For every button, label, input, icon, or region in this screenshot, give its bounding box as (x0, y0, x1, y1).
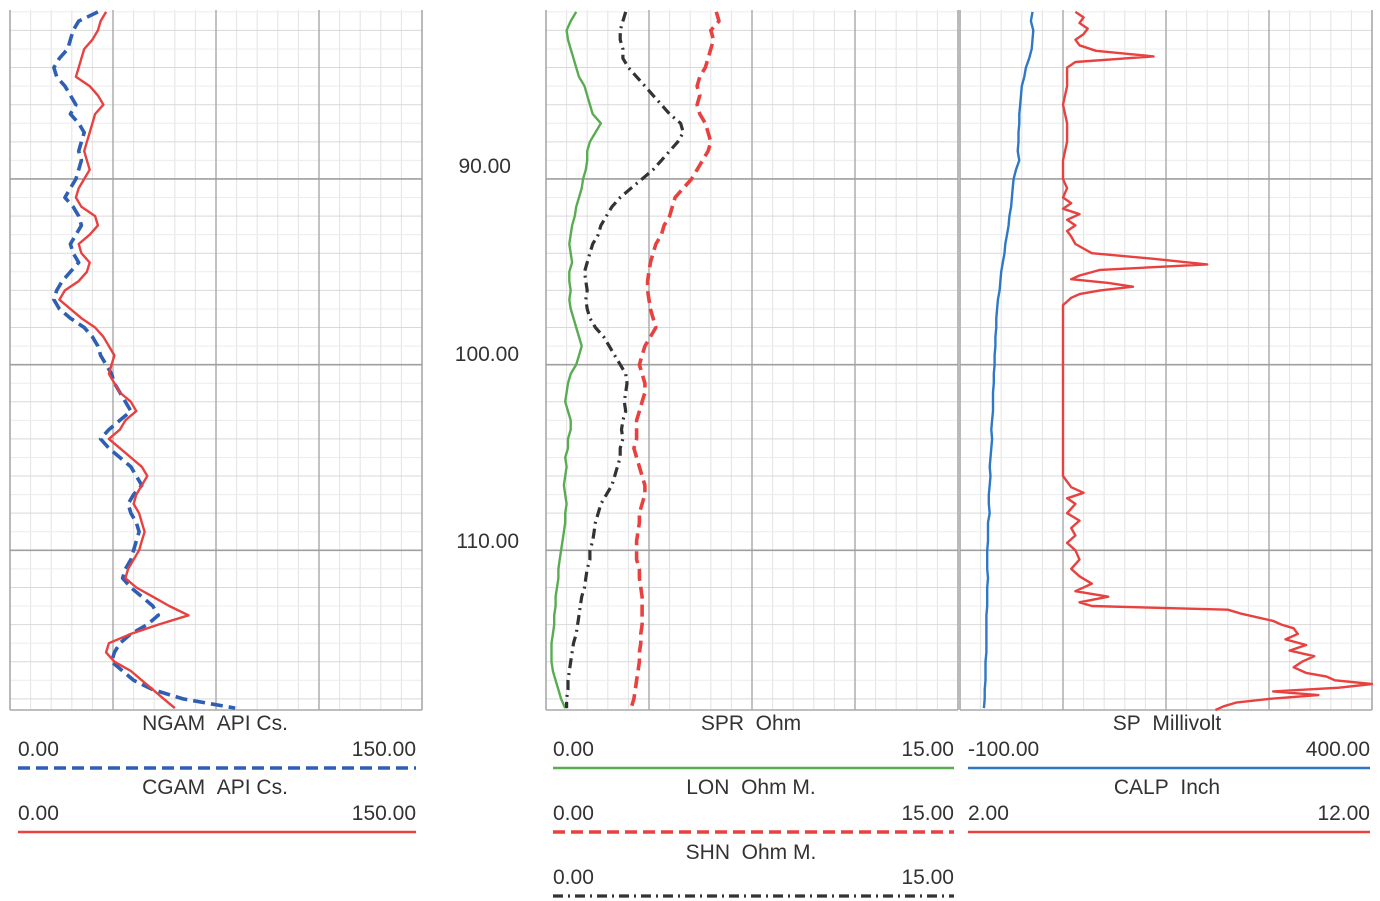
calp-name: CALP (1113, 776, 1169, 799)
spr-max: 15.00 (901, 738, 954, 761)
sp-max: 400.00 (1305, 738, 1370, 761)
calp-min: 2.00 (968, 802, 1009, 825)
depth-label-110: 110.00 (456, 530, 519, 553)
spr-unit: Ohm (755, 712, 802, 735)
depth-label-90: 90.00 (458, 155, 511, 178)
lon-max: 15.00 (901, 802, 954, 825)
spr-min: 0.00 (553, 738, 594, 761)
lon-unit: Ohm M. (741, 776, 816, 799)
cgam-curve (58, 11, 190, 710)
cgam-min: 0.00 (18, 802, 59, 825)
calp-curve (1061, 10, 1374, 712)
sp-name: SP (1112, 712, 1141, 735)
ngam-max: 150.00 (351, 738, 416, 761)
lon-name: LON (686, 776, 730, 799)
sp-curve (982, 11, 1035, 709)
shn-curve-header: SHN Ohm M. (546, 841, 956, 865)
lon-min: 0.00 (553, 802, 594, 825)
shn-unit: Ohm M. (741, 841, 817, 864)
lon-curve (629, 11, 721, 709)
ngam-curve-header: NGAM API Cs. (10, 712, 420, 736)
sp-curve-header: SP Millivolt (962, 712, 1372, 736)
spr-curve (550, 11, 603, 709)
calp-max: 12.00 (1317, 802, 1370, 825)
log-curves (52, 10, 1374, 712)
ngam-curve (52, 10, 236, 710)
depth-label-100: 100.00 (454, 343, 519, 366)
ngam-name: NGAM (142, 712, 206, 735)
track-grids (9, 10, 1373, 711)
legend-lines (18, 766, 1370, 898)
cgam-unit: API Cs. (216, 776, 288, 799)
calp-unit: Inch (1180, 776, 1221, 799)
cgam-max: 150.00 (351, 802, 416, 825)
cgam-curve-header: CGAM API Cs. (10, 776, 420, 800)
calp-curve-header: CALP Inch (962, 776, 1372, 800)
ngam-unit: API Cs. (216, 712, 288, 735)
shn-name: SHN (685, 841, 730, 864)
shn-curve (564, 11, 685, 709)
shn-max: 15.00 (901, 866, 954, 889)
sp-unit: Millivolt (1152, 712, 1222, 735)
shn-min: 0.00 (553, 866, 594, 889)
ngam-min: 0.00 (18, 738, 59, 761)
lon-curve-header: LON Ohm M. (546, 776, 956, 800)
sp-min: -100.00 (968, 738, 1040, 761)
spr-curve-header: SPR Ohm (546, 712, 956, 736)
spr-name: SPR (700, 712, 744, 735)
cgam-name: CGAM (142, 776, 206, 799)
